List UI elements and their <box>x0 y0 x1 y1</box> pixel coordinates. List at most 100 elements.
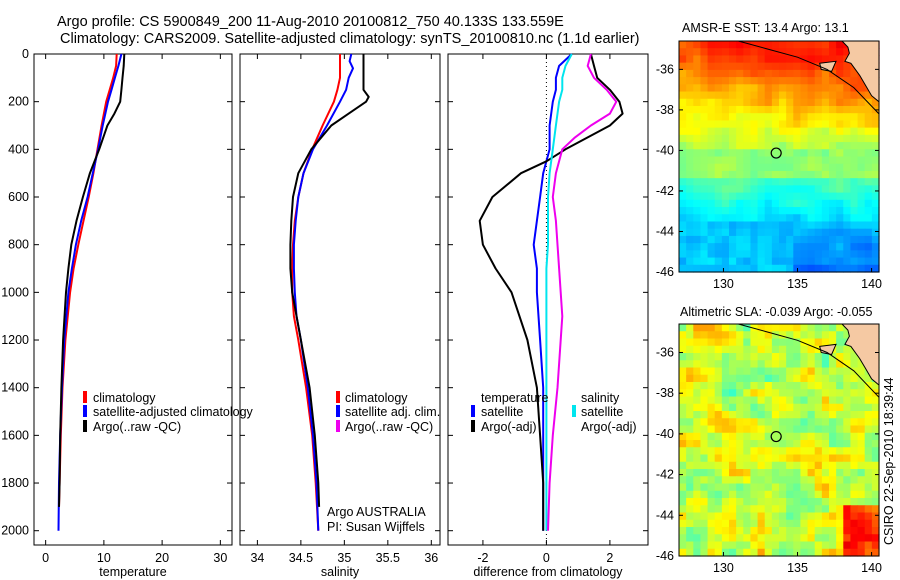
map-cell <box>679 77 687 85</box>
map-cell <box>693 432 702 441</box>
map-cell <box>679 235 687 244</box>
map-cell <box>814 440 823 448</box>
map-cell <box>707 149 716 158</box>
map-cell <box>707 541 716 550</box>
map-cell <box>829 41 837 49</box>
map-cell <box>757 534 766 543</box>
map-cell <box>693 324 702 332</box>
map-cell <box>736 440 744 448</box>
map-cell <box>843 461 852 470</box>
map-cell <box>707 55 716 64</box>
map-cell <box>686 519 694 528</box>
map-cell <box>836 48 844 57</box>
map-cell <box>700 324 709 332</box>
map-cell <box>757 432 766 441</box>
map-cell <box>750 403 759 412</box>
map-cell <box>721 163 730 172</box>
map-cell <box>821 120 830 129</box>
map-cell <box>764 490 773 499</box>
map-cell <box>850 382 859 390</box>
map-cell <box>764 235 773 244</box>
map-cell <box>857 527 866 535</box>
map-cell <box>743 541 752 550</box>
map-cell <box>857 389 866 398</box>
map-cell <box>707 62 716 71</box>
map-cell <box>843 345 852 354</box>
map-cell <box>757 476 766 485</box>
map-cell <box>693 490 702 499</box>
map-cell <box>679 469 687 477</box>
map-cell <box>679 432 687 441</box>
map-cell <box>814 338 823 347</box>
y-tick-label: 1400 <box>1 381 29 395</box>
map-cell <box>693 382 702 390</box>
map-cell <box>764 548 773 557</box>
map-cell <box>764 512 773 521</box>
map-cell <box>843 490 852 499</box>
map-cell <box>814 243 823 251</box>
map-cell <box>736 127 744 136</box>
map-cell <box>836 221 844 230</box>
y-tick-label: 800 <box>8 238 29 252</box>
map-cell <box>871 264 880 273</box>
map-cell <box>771 163 780 172</box>
sst-map-title: AMSR-E SST: 13.4 Argo: 13.1 <box>682 21 849 35</box>
map-cell <box>800 534 809 543</box>
map-cell <box>821 461 830 470</box>
map-cell <box>693 519 702 528</box>
legend-sal-argo-label: Argo(-adj) <box>581 420 637 434</box>
map-cell <box>871 476 880 485</box>
map-cell <box>707 382 716 390</box>
map-cell <box>714 214 723 223</box>
map-cell <box>714 403 723 412</box>
map-cell <box>779 345 787 354</box>
map-cell <box>871 432 880 441</box>
map-cell <box>721 389 730 398</box>
kangaroo-island <box>819 60 837 72</box>
map-cell <box>864 178 873 186</box>
map-cell <box>721 367 730 376</box>
map-cell <box>857 113 866 122</box>
map-cell <box>679 541 687 550</box>
map-cell <box>700 425 709 434</box>
map-cell <box>793 447 802 456</box>
map-cell <box>864 418 873 427</box>
map-cell <box>850 403 859 412</box>
map-cell <box>757 498 766 506</box>
map-cell <box>707 221 716 230</box>
map-cell <box>714 548 723 557</box>
map-cell <box>871 149 880 158</box>
map-cell <box>750 382 759 390</box>
map-cell <box>750 345 759 354</box>
map-cell <box>814 156 823 165</box>
map-cell <box>736 374 744 383</box>
map-cell <box>793 527 802 535</box>
map-cell <box>821 156 830 165</box>
map-cell <box>821 548 830 557</box>
map-cell <box>843 548 852 557</box>
map-cell <box>807 411 816 419</box>
map-cell <box>743 411 752 419</box>
map-cell <box>729 498 737 506</box>
map-cell <box>679 360 687 369</box>
map-cell <box>786 454 794 463</box>
map-cell <box>814 178 823 186</box>
map-cell <box>764 250 773 259</box>
map-cell <box>857 134 866 143</box>
map-cell <box>821 127 830 136</box>
map-cell <box>700 527 709 535</box>
map-cell <box>821 338 830 347</box>
x-tick-label: 130 <box>713 561 734 575</box>
map-cell <box>721 185 730 194</box>
y-tick-label: -38 <box>656 386 674 400</box>
map-cell <box>700 396 709 405</box>
map-cell <box>836 519 844 528</box>
map-cell <box>850 447 859 456</box>
map-cell <box>686 498 694 506</box>
map-cell <box>750 418 759 427</box>
map-cell <box>871 490 880 499</box>
map-cell <box>836 91 844 100</box>
map-cell <box>729 156 737 165</box>
y-tick-label: -42 <box>656 184 674 198</box>
map-cell <box>814 221 823 230</box>
